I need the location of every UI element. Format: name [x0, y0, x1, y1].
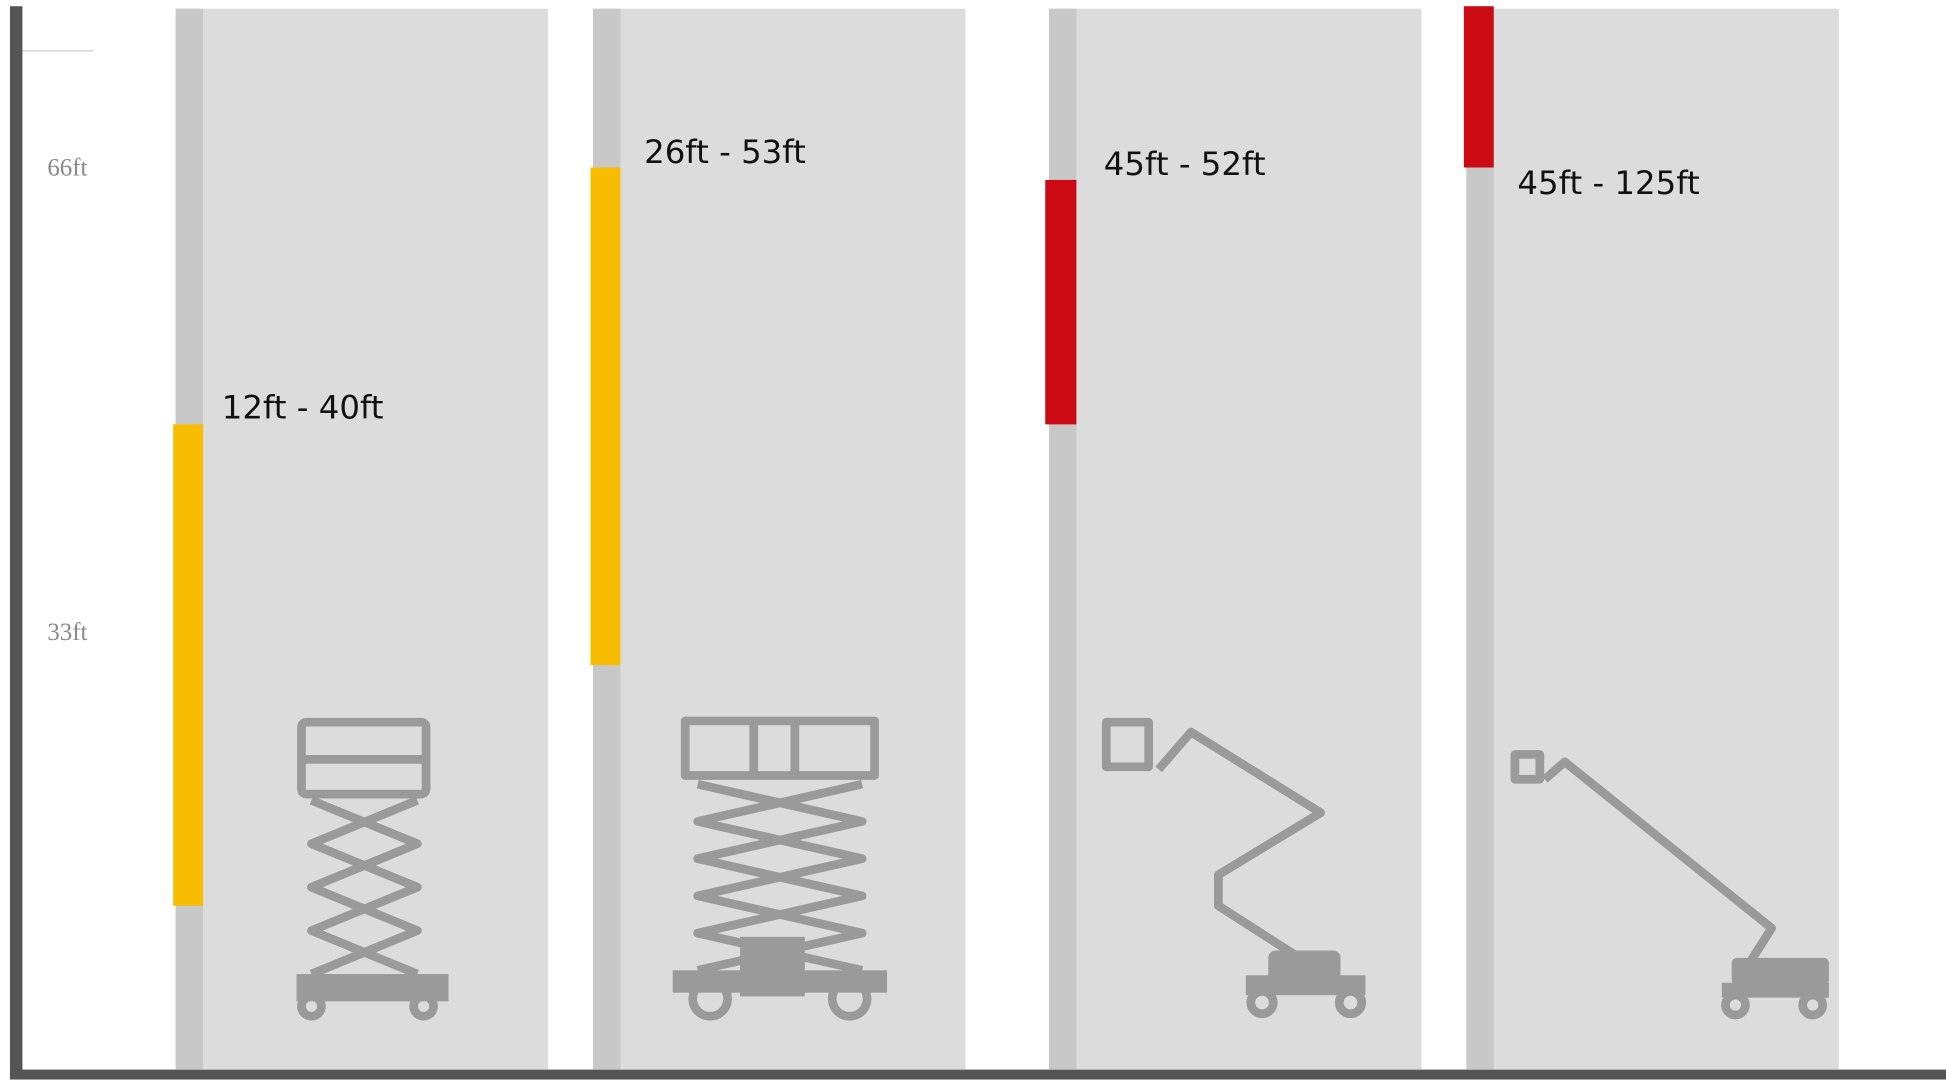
axis-label: 66ft [47, 155, 87, 182]
vertical-axis [9, 6, 23, 1080]
height-bar [590, 167, 621, 666]
ground-line [9, 1069, 1946, 1080]
height-bar [1463, 6, 1494, 168]
range-label: 12ft - 40ft [222, 389, 384, 427]
range-label: 45ft - 125ft [1517, 164, 1699, 202]
range-label: 26ft - 53ft [644, 133, 806, 171]
machine-panel: 45ft - 52ft [1045, 8, 1422, 1070]
scissor-lift-icon [296, 717, 449, 1021]
axis-label: 33ft [47, 619, 87, 646]
height-bar [173, 424, 204, 906]
machine-panel: 45ft - 125ft [1463, 6, 1839, 1070]
scissor-lift-icon [672, 716, 888, 1021]
machine-panel: 12ft - 40ft [173, 8, 549, 1070]
machine-panel: 26ft - 53ft [590, 8, 966, 1070]
boom-lift-icon [1101, 717, 1367, 1019]
telescopic-boom-icon [1510, 750, 1829, 1020]
height-bar [1045, 179, 1077, 425]
range-label: 45ft - 52ft [1104, 145, 1266, 183]
